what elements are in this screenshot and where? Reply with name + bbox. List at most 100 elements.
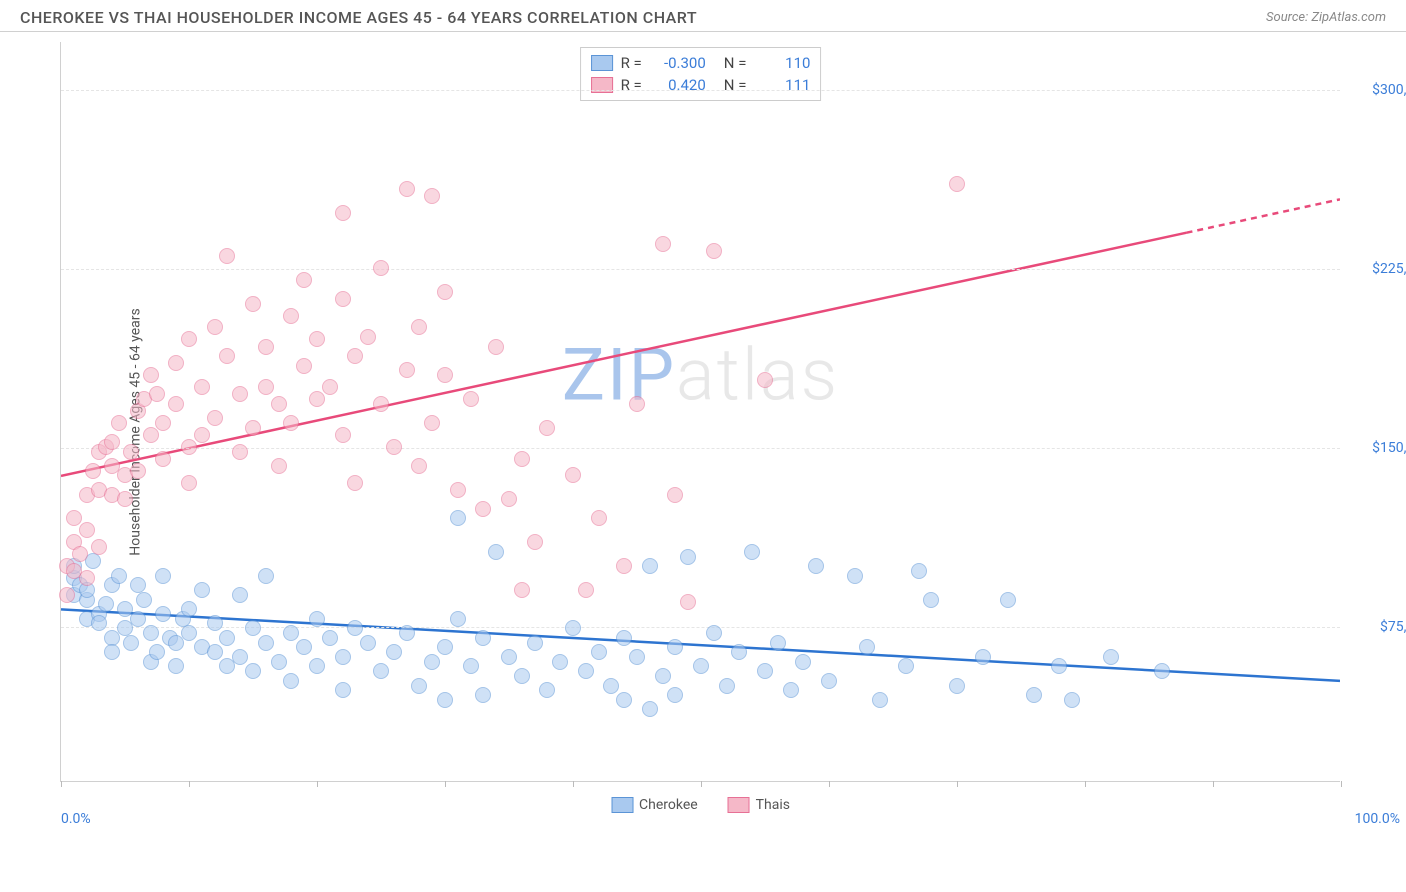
x-axis-max-label: 100.0% — [1355, 811, 1400, 827]
data-point — [667, 687, 683, 703]
data-point — [245, 420, 261, 436]
data-point — [872, 692, 888, 708]
data-point — [552, 654, 568, 670]
data-point — [770, 635, 786, 651]
data-point — [680, 549, 696, 565]
data-point — [219, 630, 235, 646]
data-point — [616, 630, 632, 646]
data-point — [347, 348, 363, 364]
data-point — [411, 678, 427, 694]
data-point — [245, 620, 261, 636]
data-point — [591, 510, 607, 526]
data-point — [296, 272, 312, 288]
data-point — [1103, 649, 1119, 665]
data-point — [283, 625, 299, 641]
data-point — [258, 568, 274, 584]
source-name: ZipAtlas.com — [1311, 10, 1386, 25]
data-point — [757, 372, 773, 388]
data-point — [232, 386, 248, 402]
x-tick — [829, 781, 830, 787]
data-point — [194, 582, 210, 598]
data-point — [219, 248, 235, 264]
data-point — [111, 568, 127, 584]
data-point — [168, 658, 184, 674]
data-point — [911, 563, 927, 579]
data-point — [66, 510, 82, 526]
data-point — [373, 396, 389, 412]
data-point — [437, 367, 453, 383]
data-point — [655, 236, 671, 252]
data-point — [335, 682, 351, 698]
data-point — [386, 644, 402, 660]
data-point — [181, 331, 197, 347]
data-point — [232, 649, 248, 665]
data-point — [514, 451, 530, 467]
legend-item: Thais — [728, 797, 790, 813]
data-point — [719, 678, 735, 694]
stat-n-value: 110 — [754, 54, 810, 72]
data-point — [616, 692, 632, 708]
data-point — [79, 570, 95, 586]
legend-swatch — [611, 797, 633, 813]
data-point — [399, 181, 415, 197]
data-point — [693, 658, 709, 674]
data-point — [219, 348, 235, 364]
data-point — [923, 592, 939, 608]
stat-n-label: N = — [724, 76, 747, 94]
data-point — [399, 362, 415, 378]
data-point — [808, 558, 824, 574]
data-point — [296, 639, 312, 655]
plot-area: ZIPatlas R =-0.300N =110R =0.420N =111 0… — [60, 42, 1340, 782]
data-point — [347, 475, 363, 491]
data-point — [143, 367, 159, 383]
data-point — [475, 630, 491, 646]
data-point — [271, 654, 287, 670]
data-point — [143, 427, 159, 443]
data-point — [821, 673, 837, 689]
data-point — [642, 558, 658, 574]
data-point — [514, 582, 530, 598]
data-point — [859, 639, 875, 655]
legend-label: Thais — [756, 797, 790, 813]
x-tick — [317, 781, 318, 787]
data-point — [181, 625, 197, 641]
data-point — [629, 649, 645, 665]
data-point — [795, 654, 811, 670]
data-point — [475, 687, 491, 703]
data-point — [898, 658, 914, 674]
data-point — [501, 649, 517, 665]
data-point — [565, 620, 581, 636]
data-point — [143, 625, 159, 641]
legend-item: Cherokee — [611, 797, 698, 813]
data-point — [450, 510, 466, 526]
data-point — [91, 615, 107, 631]
data-point — [258, 339, 274, 355]
data-point — [578, 582, 594, 598]
data-point — [757, 663, 773, 679]
data-point — [155, 451, 171, 467]
data-point — [373, 260, 389, 276]
x-tick — [1213, 781, 1214, 787]
data-point — [59, 587, 75, 603]
data-point — [155, 606, 171, 622]
data-point — [424, 188, 440, 204]
data-point — [527, 635, 543, 651]
data-point — [1051, 658, 1067, 674]
data-point — [245, 296, 261, 312]
x-axis-min-label: 0.0% — [61, 811, 91, 827]
data-point — [360, 635, 376, 651]
data-point — [949, 176, 965, 192]
data-point — [283, 308, 299, 324]
data-point — [149, 644, 165, 660]
data-point — [207, 644, 223, 660]
x-tick — [573, 781, 574, 787]
data-point — [104, 644, 120, 660]
data-point — [488, 339, 504, 355]
data-point — [501, 491, 517, 507]
data-point — [117, 491, 133, 507]
data-point — [283, 673, 299, 689]
data-point — [309, 391, 325, 407]
x-tick — [445, 781, 446, 787]
data-point — [181, 475, 197, 491]
stat-r-label: R = — [621, 54, 642, 72]
